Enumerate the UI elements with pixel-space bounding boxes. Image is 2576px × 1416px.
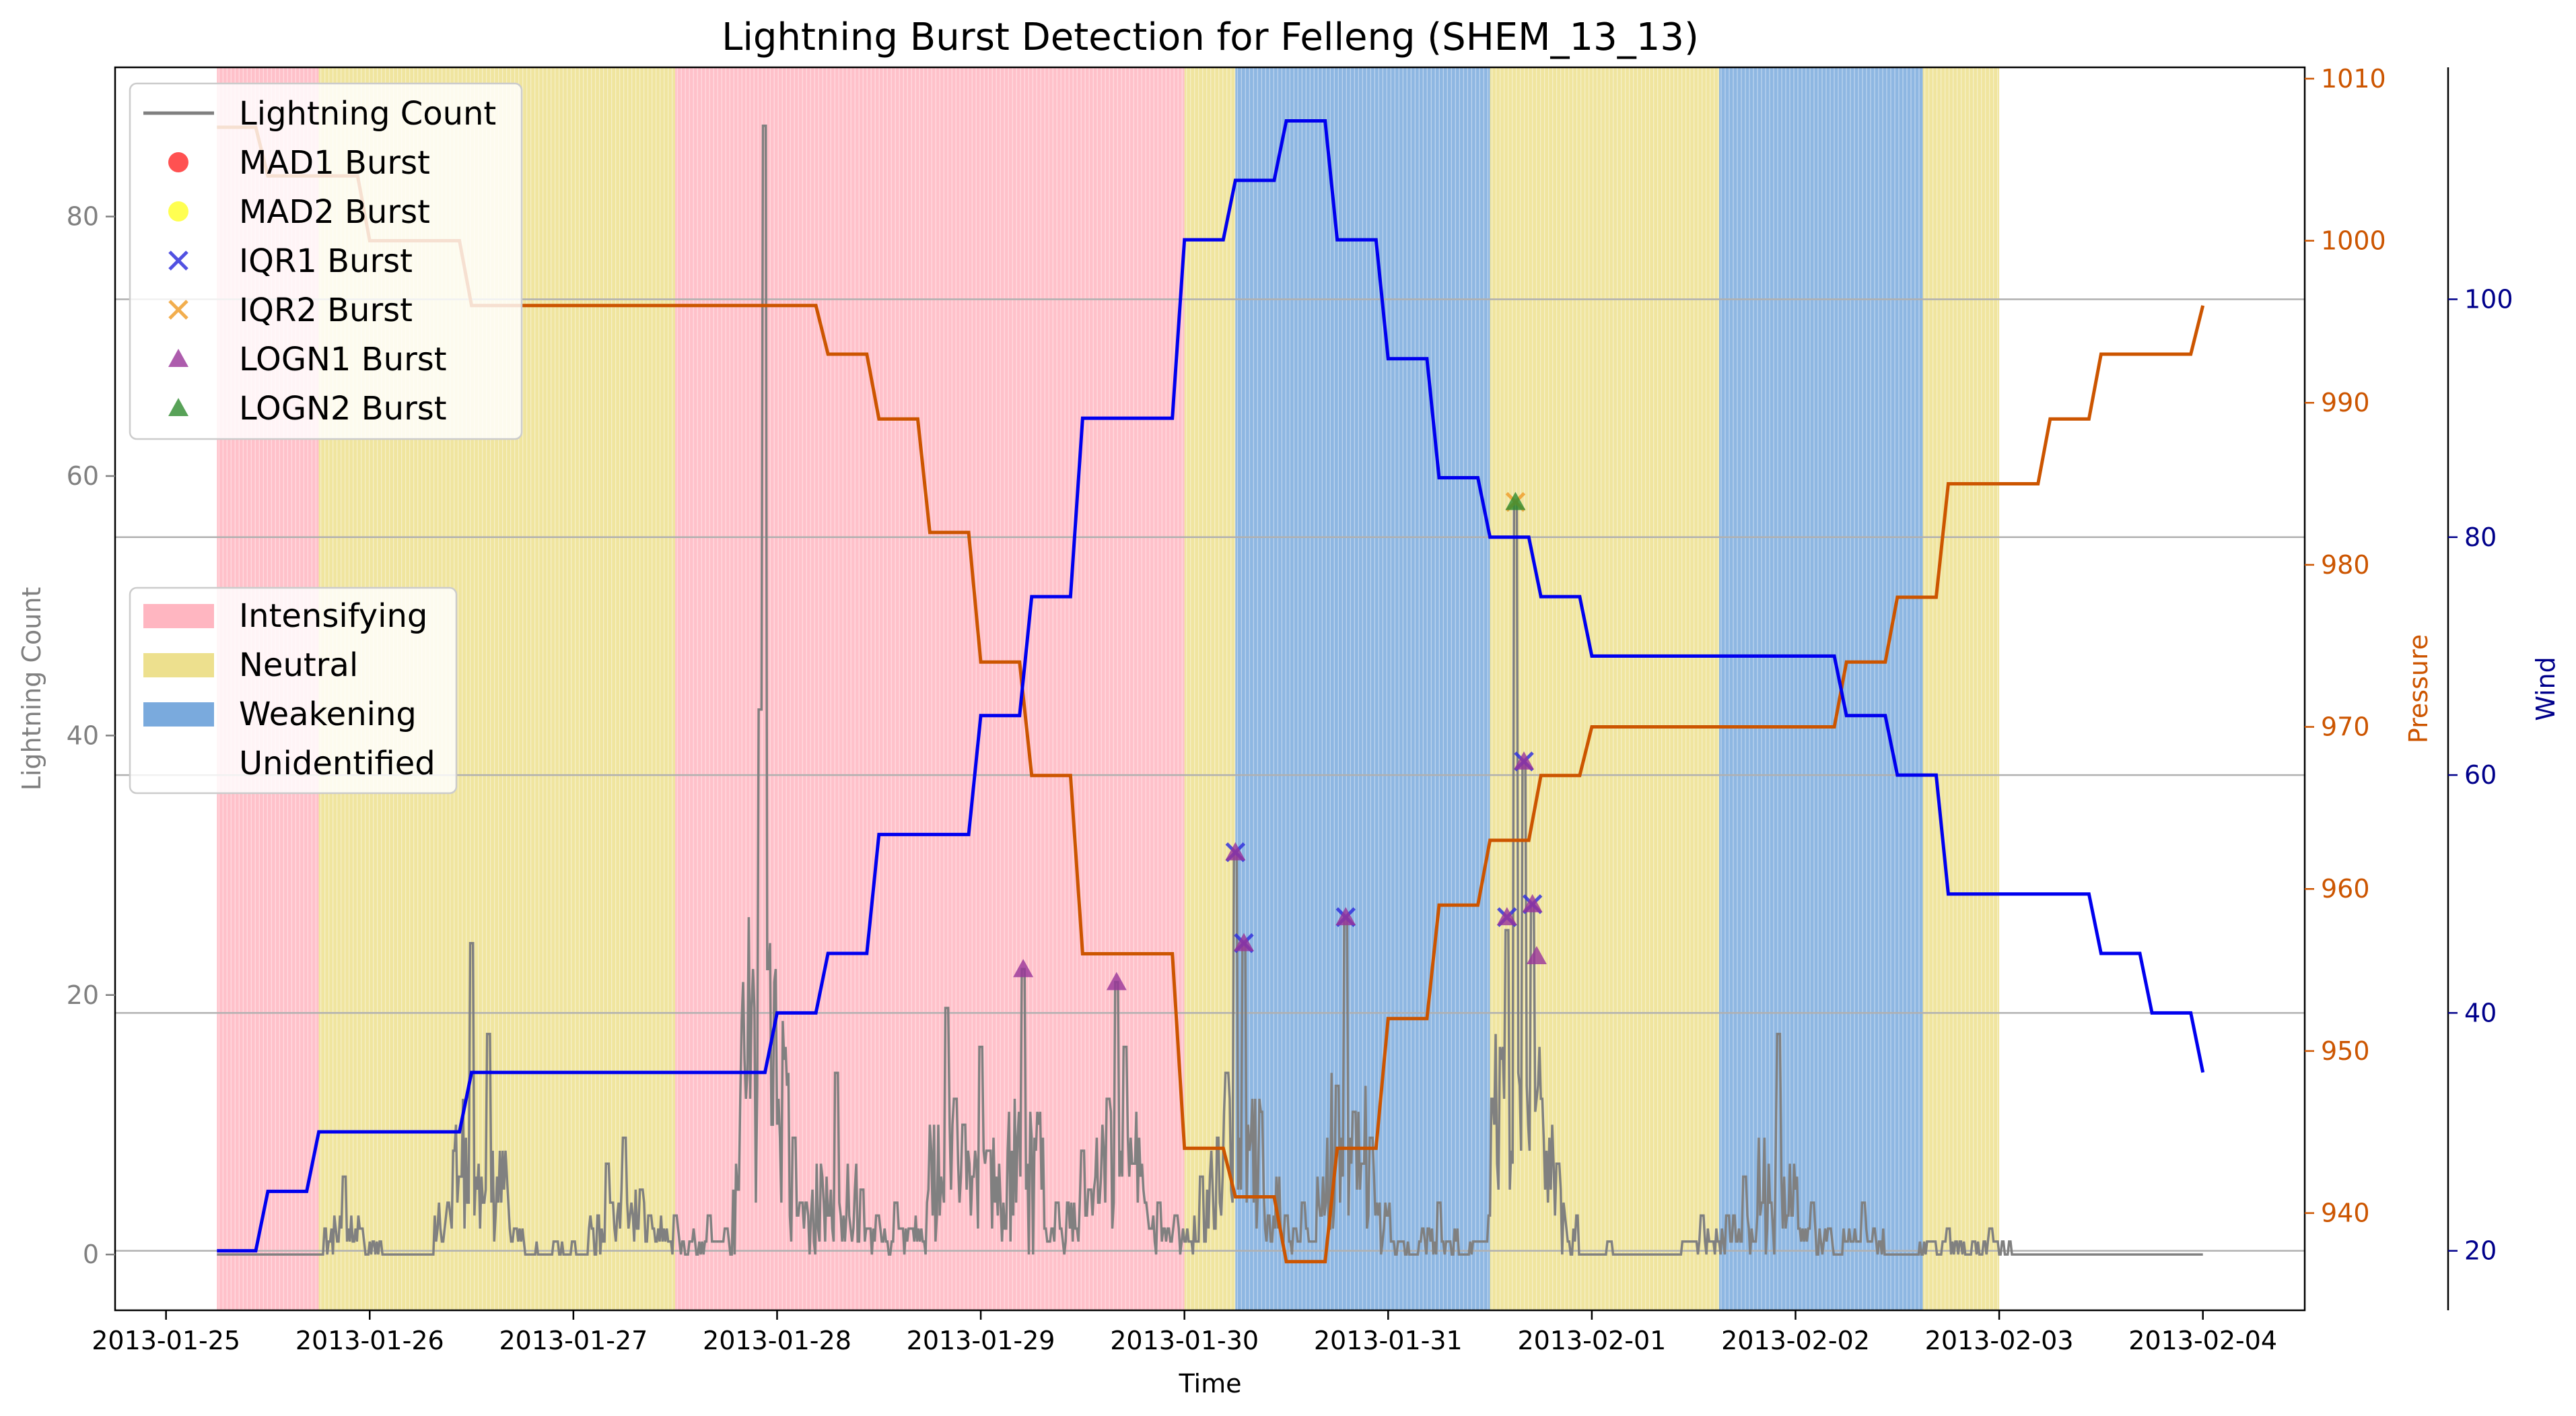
chart-title: Lightning Burst Detection for Felleng (S…: [722, 15, 1699, 59]
phase-legend-box: [129, 586, 458, 795]
legend-phase-swatch-1: [143, 653, 214, 677]
wind-tick-label-20: 20: [2464, 1236, 2497, 1266]
pressure-tick-label-1000: 1000: [2321, 226, 2386, 256]
phase-hatch-4: [1237, 67, 1488, 1310]
legend-label-0: Lightning Count: [239, 95, 496, 133]
legend-label-5: LOGN1 Burst: [239, 341, 447, 378]
pressure-tick-label-940: 940: [2321, 1199, 2370, 1228]
logn1-burst-marker-8: [1526, 945, 1547, 964]
lightning-series: [217, 124, 2203, 1256]
x-tick-label-2013-01-28: 2013-01-28: [703, 1326, 851, 1355]
wind-series: [217, 119, 2205, 1253]
logn1-burst-marker-5: [1496, 907, 1517, 926]
legend-phase-label-2: Weakening: [239, 696, 417, 733]
logn1-burst-marker-3: [1233, 933, 1254, 951]
x-tick-label-2013-01-30: 2013-01-30: [1110, 1326, 1259, 1355]
phase-hatch-3: [1186, 67, 1236, 1310]
x-tick-label-2013-01-25: 2013-01-25: [92, 1326, 240, 1355]
legend-phase-swatch-0: [143, 604, 214, 628]
phase-hatch-7: [1924, 67, 1998, 1310]
logn1-burst-marker-4: [1335, 907, 1356, 926]
left-tick-label-60: 60: [67, 461, 99, 491]
legend-label-2: MAD2 Burst: [239, 193, 430, 231]
phase-hatch-6: [1720, 67, 1920, 1310]
wind-tick-label-80: 80: [2464, 522, 2497, 552]
phase-hatch-2: [676, 67, 1183, 1310]
logn1-burst-marker-6: [1514, 751, 1535, 770]
legend-swatch-4: [168, 300, 188, 320]
gridlines: [115, 298, 2305, 1252]
wind-tick-label-100: 100: [2464, 284, 2513, 314]
logn2-burst-marker-0: [1505, 492, 1526, 510]
axes: 2013-01-25 2013-01-26 2013-01-27 2013-01-28…: [67, 64, 2513, 1355]
left-axis-title: Lightning Count: [17, 587, 46, 791]
x-tick-label-2013-02-02: 2013-02-02: [1721, 1326, 1870, 1355]
legend-swatch-5: [168, 349, 188, 367]
x-tick-label-2013-01-26: 2013-01-26: [295, 1326, 444, 1355]
pressure-series: [217, 125, 2205, 1264]
pressure-tick-label-980: 980: [2321, 550, 2370, 580]
legend-label-1: MAD1 Burst: [239, 144, 430, 182]
pressure-axis-title: Pressure: [2404, 634, 2433, 743]
lightning-line: [217, 124, 2203, 1256]
pressure-tick-label-960: 960: [2321, 874, 2370, 904]
left-tick-label-20: 20: [67, 980, 99, 1010]
legend-swatch-6: [168, 398, 188, 416]
legend-swatch-3: [168, 250, 188, 271]
phase-band-7: [1922, 67, 2000, 1310]
legend-label-3: IQR1 Burst: [239, 242, 413, 280]
legend-label-6: LOGN2 Burst: [239, 390, 447, 428]
x-tick-label-2013-01-31: 2013-01-31: [1314, 1326, 1463, 1355]
pressure-line: [217, 125, 2205, 1264]
legend-phase-swatch-2: [143, 702, 214, 727]
x-tick-label-2013-02-01: 2013-02-01: [1517, 1326, 1666, 1355]
legend-swatch-1: [168, 152, 188, 172]
logn1-burst-marker-7: [1522, 894, 1543, 912]
legend-swatch-2: [168, 201, 188, 222]
left-tick-label-0: 0: [83, 1240, 99, 1269]
pressure-tick-label-970: 970: [2321, 712, 2370, 742]
x-tick-label-2013-02-04: 2013-02-04: [2128, 1326, 2277, 1355]
pressure-tick-label-990: 990: [2321, 388, 2370, 417]
series-legend: Lightning Count MAD1 Burst MAD2 Burst IQR1 …: [129, 82, 523, 440]
x-tick-label-2013-01-27: 2013-01-27: [499, 1326, 648, 1355]
legend-phase-label-1: Neutral: [239, 646, 358, 684]
legend-phase-label-0: Intensifying: [239, 597, 427, 635]
phase-band-3: [1184, 67, 1236, 1310]
left-tick-label-80: 80: [67, 202, 99, 232]
logn1-burst-marker-2: [1225, 842, 1246, 861]
wind-line: [217, 119, 2205, 1253]
pressure-tick-label-950: 950: [2321, 1036, 2370, 1066]
series-legend-box: [129, 82, 523, 440]
x-tick-label-2013-01-29: 2013-01-29: [907, 1326, 1055, 1355]
x-tick-label-2013-02-03: 2013-02-03: [1925, 1326, 2074, 1355]
plot-frame: [114, 66, 2306, 1312]
logn1-burst-marker-0: [1013, 959, 1034, 978]
logn1-burst-marker-1: [1106, 972, 1127, 990]
pressure-tick-label-1010: 1010: [2321, 64, 2386, 94]
legend-label-4: IQR2 Burst: [239, 292, 413, 329]
phase-band-2: [675, 67, 1185, 1310]
wind-axis-title: Wind: [2531, 656, 2561, 721]
x-axis-title: Time: [1179, 1369, 1242, 1398]
left-tick-label-40: 40: [67, 720, 99, 750]
phase-legend: Intensifying Neutral Weakening Unidentified: [129, 586, 458, 795]
phase-band-4: [1235, 67, 1490, 1310]
wind-tick-label-40: 40: [2464, 998, 2497, 1027]
legend-phase-label-3: Unidentified: [239, 745, 436, 782]
wind-tick-label-60: 60: [2464, 760, 2497, 790]
burst-markers: [1013, 492, 1547, 990]
phase-band-6: [1719, 67, 1923, 1310]
